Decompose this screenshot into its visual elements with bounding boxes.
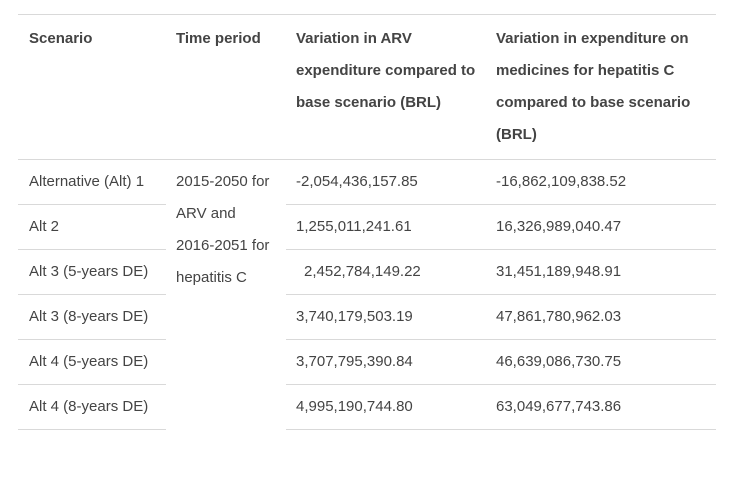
scenario-cell: Alt 2 — [18, 204, 166, 250]
arv-value-cell: 1,255,011,241.61 — [286, 204, 486, 250]
hepc-value-cell: 63,049,677,743.86 — [486, 384, 716, 430]
arv-value-cell: 3,707,795,390.84 — [286, 339, 486, 385]
table-row: Alt 4 (8-years DE) 4,995,190,744.80 63,0… — [18, 384, 716, 430]
arv-value-cell: 4,995,190,744.80 — [286, 384, 486, 430]
arv-value-cell: 2,452,784,149.22 — [286, 249, 486, 295]
header-time-period: Time period — [166, 14, 286, 160]
table-row: Alt 4 (5-years DE) 3,707,795,390.84 46,6… — [18, 339, 716, 385]
header-scenario: Scenario — [18, 14, 166, 160]
hepc-value-cell: 16,326,989,040.47 — [486, 204, 716, 250]
arv-value-cell: 3,740,179,503.19 — [286, 294, 486, 340]
table-row: Alternative (Alt) 1 2015-2050 for ARV an… — [18, 159, 716, 286]
hepc-value-cell: 31,451,189,948.91 — [486, 249, 716, 295]
header-arv-variation: Variation in ARV expenditure compared to… — [286, 14, 486, 160]
table-header-row: Scenario Time period Variation in ARV ex… — [18, 14, 716, 160]
scenario-cell: Alt 4 (5-years DE) — [18, 339, 166, 385]
table-row: Alt 3 (8-years DE) 3,740,179,503.19 47,8… — [18, 294, 716, 340]
scenario-cell: Alt 3 (5-years DE) — [18, 249, 166, 295]
header-hepc-variation: Variation in expenditure on medicines fo… — [486, 14, 716, 160]
scenario-cell: Alt 4 (8-years DE) — [18, 384, 166, 430]
hepc-value-cell: 47,861,780,962.03 — [486, 294, 716, 340]
scenario-cell: Alternative (Alt) 1 — [18, 159, 166, 205]
arv-value-text: 2,452,784,149.22 — [304, 263, 421, 280]
time-period-cell: 2015-2050 for ARV and 2016-2051 for hepa… — [176, 173, 270, 286]
hepc-value-cell: -16,862,109,838.52 — [486, 159, 716, 205]
arv-value-cell: -2,054,436,157.85 — [286, 159, 486, 205]
scenario-cell: Alt 3 (8-years DE) — [18, 294, 166, 340]
expenditure-table-container: Scenario Time period Variation in ARV ex… — [18, 14, 716, 430]
table-row: Alt 3 (5-years DE) 2,452,784,149.22 31,4… — [18, 249, 716, 295]
expenditure-table: Scenario Time period Variation in ARV ex… — [18, 14, 716, 430]
hepc-value-cell: 46,639,086,730.75 — [486, 339, 716, 385]
table-row: Alt 2 1,255,011,241.61 16,326,989,040.47 — [18, 204, 716, 250]
